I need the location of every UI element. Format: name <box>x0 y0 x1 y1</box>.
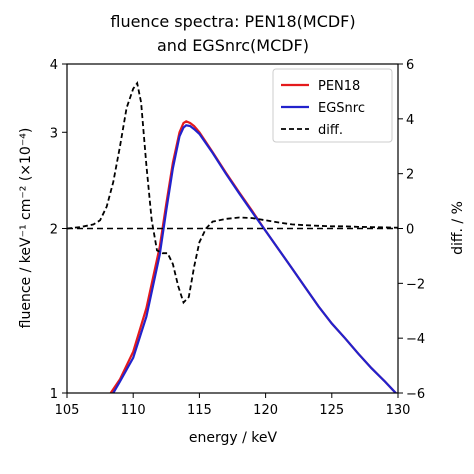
legend: PEN18 EGSnrc diff. <box>272 68 393 143</box>
x-tick-label: 125 <box>319 403 344 418</box>
series-line-diff <box>67 81 398 305</box>
x-axis-label: energy / keV <box>189 430 278 446</box>
right-tick-label: −6 <box>406 387 425 402</box>
chart-title-line-1: fluence spectra: PEN18(MCDF) <box>110 12 355 31</box>
x-tick-label: 130 <box>386 403 411 418</box>
left-tick-label: 3 <box>50 126 58 141</box>
plot-area: 105 110 115 120 125 130 1 2 3 4 −6 −4 −2 0 2 4 6 <box>50 58 425 418</box>
right-tick-label: 0 <box>406 223 414 238</box>
legend-box <box>272 68 393 143</box>
legend-label: diff. <box>318 123 343 138</box>
chart-title-line-2: and EGSnrc(MCDF) <box>157 36 309 55</box>
left-tick-label: 4 <box>50 58 58 73</box>
right-y-axis-label: diff. / % <box>450 201 466 255</box>
x-tick-label: 115 <box>187 403 212 418</box>
x-tick-label: 120 <box>253 403 278 418</box>
x-tick-label: 105 <box>55 403 80 418</box>
series-line-egsnrc <box>112 124 398 393</box>
legend-label: PEN18 <box>318 79 360 94</box>
left-y-axis-label: fluence / keV⁻¹ cm⁻² (×10⁻⁴) <box>18 128 34 329</box>
series-line-pen18 <box>109 120 398 393</box>
right-tick-label: 4 <box>406 113 414 128</box>
left-tick-label: 2 <box>50 223 58 238</box>
x-tick-label: 110 <box>121 403 146 418</box>
right-tick-label: −4 <box>406 332 425 347</box>
title: fluence spectra: PEN18(MCDF) and EGSnrc(… <box>110 12 355 55</box>
right-tick-label: −2 <box>406 277 425 292</box>
right-tick-label: 6 <box>406 58 414 73</box>
left-tick-label: 1 <box>50 387 58 402</box>
right-tick-label: 2 <box>406 168 414 183</box>
legend-label: EGSnrc <box>318 101 365 116</box>
